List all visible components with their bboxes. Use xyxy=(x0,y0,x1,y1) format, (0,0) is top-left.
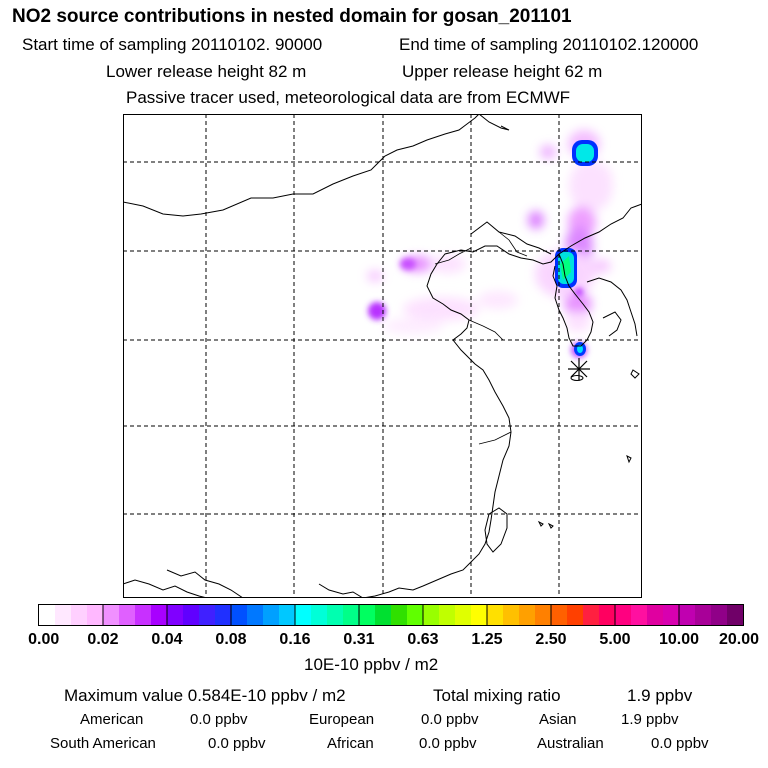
colorbar-swatch xyxy=(727,605,743,625)
colorbar-svg xyxy=(39,605,743,625)
colorbar-swatch xyxy=(215,605,232,625)
colorbar-swatch xyxy=(583,605,600,625)
colorbar-swatch xyxy=(167,605,184,625)
colorbar-swatch xyxy=(231,605,248,625)
map-svg xyxy=(123,114,642,598)
colorbar-swatch xyxy=(103,605,120,625)
colorbar-swatch xyxy=(455,605,472,625)
colorbar-swatch xyxy=(295,605,312,625)
colorbar-swatch xyxy=(631,605,648,625)
colorbar-swatch xyxy=(647,605,664,625)
region-name-asian: Asian xyxy=(539,711,577,728)
end-sampling-time: End time of sampling 20110102.120000 xyxy=(399,35,699,54)
region-value-african: 0.0 ppbv xyxy=(419,735,477,752)
colorbar-swatch xyxy=(423,605,440,625)
colorbar-swatch xyxy=(343,605,360,625)
colorbar-swatch xyxy=(263,605,280,625)
colorbar-swatch xyxy=(407,605,424,625)
colorbar-swatch xyxy=(679,605,696,625)
colorbar-swatch xyxy=(55,605,72,625)
colorbar-swatch xyxy=(711,605,728,625)
map-panel xyxy=(123,114,642,598)
region-name-australian: Australian xyxy=(537,735,604,752)
jeju-outline xyxy=(570,375,584,381)
colorbar-swatch xyxy=(503,605,520,625)
colorbar-swatch xyxy=(663,605,680,625)
colorbar-swatch xyxy=(247,605,264,625)
colorbar-swatch xyxy=(183,605,200,625)
colorbar-swatch xyxy=(199,605,216,625)
total-mixing-ratio-value: 1.9 ppbv xyxy=(627,686,693,705)
region-value-european: 0.0 ppbv xyxy=(421,711,479,728)
colorbar-units: 10E-10 ppbv / m2 xyxy=(304,655,439,674)
region-name-south-american: South American xyxy=(50,735,156,752)
region-value-asian: 1.9 ppbv xyxy=(621,711,679,728)
region-name-american: American xyxy=(80,711,144,728)
japan-outline xyxy=(537,311,640,529)
colorbar-swatch xyxy=(311,605,328,625)
colorbar-swatch xyxy=(119,605,136,625)
start-sampling-time: Start time of sampling 20110102. 90000 xyxy=(22,35,323,54)
colorbar-tick-label: 2.50 xyxy=(535,631,567,648)
colorbar-swatch xyxy=(471,605,488,625)
colorbar-swatch xyxy=(599,605,616,625)
total-mixing-ratio-label: Total mixing ratio xyxy=(433,686,561,705)
colorbar-swatch xyxy=(439,605,456,625)
colorbar-swatch xyxy=(615,605,632,625)
colorbar-swatch xyxy=(359,605,376,625)
map-grid xyxy=(123,114,642,598)
colorbar-swatch xyxy=(567,605,584,625)
colorbar-swatch xyxy=(391,605,408,625)
colorbar-tick-label: 5.00 xyxy=(599,631,631,648)
colorbar-swatch xyxy=(39,605,56,625)
colorbar-tick-label: 0.04 xyxy=(151,631,183,648)
region-value-australian: 0.0 ppbv xyxy=(651,735,709,752)
colorbar-tick-label: 0.16 xyxy=(279,631,311,648)
region-name-african: African xyxy=(327,735,374,752)
colorbar-swatch xyxy=(87,605,104,625)
borders xyxy=(434,231,528,445)
upper-release-height: Upper release height 62 m xyxy=(402,62,603,81)
region-value-american: 0.0 ppbv xyxy=(190,711,248,728)
plot-title: NO2 source contributions in nested domai… xyxy=(12,6,572,27)
receptor-marker-icon xyxy=(568,358,590,380)
colorbar-swatch xyxy=(535,605,552,625)
coastlines xyxy=(123,114,642,598)
colorbar-tick-label: 20.00 xyxy=(718,631,760,648)
colorbar-tick-label: 0.63 xyxy=(407,631,439,648)
colorbar-swatch xyxy=(519,605,536,625)
colorbar-swatch xyxy=(487,605,504,625)
colorbar-swatch xyxy=(375,605,392,625)
colorbar-tick-label: 0.31 xyxy=(343,631,375,648)
colorbar-tick-label: 0.08 xyxy=(215,631,247,648)
colorbar xyxy=(38,604,744,626)
hotspot-north-core xyxy=(576,144,594,162)
region-name-european: European xyxy=(309,711,375,728)
colorbar-swatch xyxy=(551,605,568,625)
colorbar-swatch xyxy=(71,605,88,625)
colorbar-tick-label: 0.02 xyxy=(87,631,119,648)
taiwan-outline xyxy=(484,507,508,553)
colorbar-tick-label: 10.00 xyxy=(658,631,700,648)
colorbar-swatch xyxy=(327,605,344,625)
lower-release-height: Lower release height 82 m xyxy=(106,62,307,81)
map-frame xyxy=(123,114,642,598)
colorbar-swatch xyxy=(279,605,296,625)
maximum-value: Maximum value 0.584E-10 ppbv / m2 xyxy=(64,686,346,705)
tracer-note: Passive tracer used, meteorological data… xyxy=(126,88,571,107)
colorbar-tick-label: 1.25 xyxy=(471,631,503,648)
colorbar-swatch xyxy=(135,605,152,625)
region-value-south-american: 0.0 ppbv xyxy=(208,735,266,752)
colorbar-swatch xyxy=(695,605,712,625)
colorbar-swatch xyxy=(151,605,168,625)
colorbar-tick-label: 0.00 xyxy=(28,631,60,648)
